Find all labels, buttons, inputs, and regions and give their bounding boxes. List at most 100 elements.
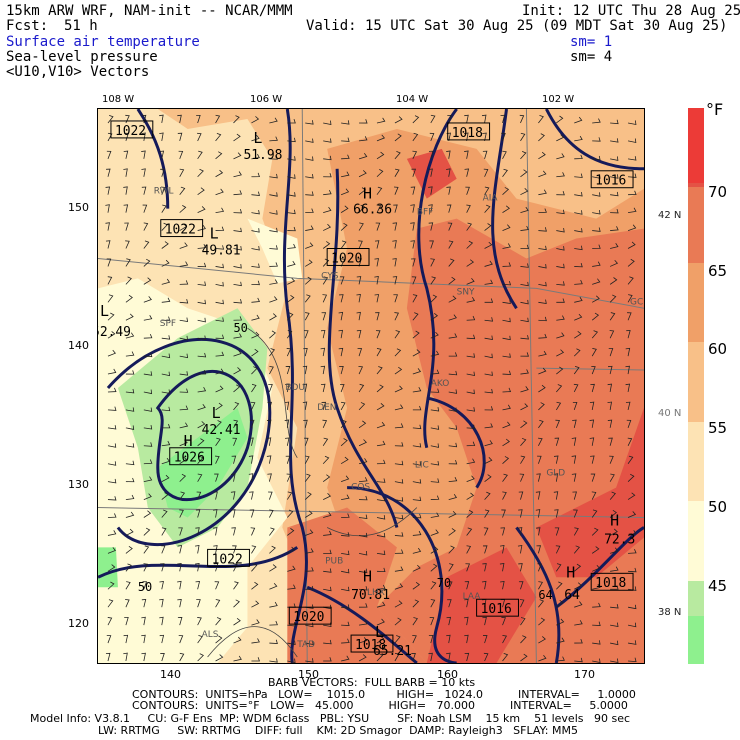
wind-barb — [430, 478, 440, 483]
wind-barb — [448, 493, 458, 500]
wind-barb — [394, 168, 400, 177]
wind-barb — [269, 545, 276, 554]
wind-barb — [161, 389, 171, 394]
wind-barb — [572, 401, 578, 411]
wind-barb — [161, 259, 170, 267]
svg-text:1022: 1022 — [115, 124, 146, 139]
wind-barb — [339, 294, 344, 303]
wind-barb — [251, 657, 260, 662]
wind-barb — [484, 388, 493, 394]
wind-barb — [143, 476, 153, 483]
wind-barb — [323, 639, 332, 645]
wind-barb — [610, 226, 619, 231]
wind-barb — [553, 455, 559, 464]
wind-barb — [555, 563, 562, 572]
wind-barb — [107, 478, 117, 484]
wind-barb — [143, 510, 152, 518]
wind-barb — [197, 150, 203, 160]
wind-barb — [287, 137, 296, 143]
wind-barb — [322, 437, 329, 446]
wind-barb — [232, 437, 238, 446]
wind-barb — [430, 388, 440, 393]
wind-barb — [266, 419, 272, 428]
wind-barb — [105, 204, 110, 213]
wind-barb — [197, 317, 206, 323]
wind-barb — [304, 437, 309, 446]
wind-barb — [573, 383, 579, 393]
wind-barb — [484, 406, 494, 411]
wind-barb — [214, 473, 219, 482]
wind-barb — [538, 316, 547, 322]
isotherm-labels: 50 50 70 64 — [138, 321, 553, 602]
svg-text:1018: 1018 — [595, 576, 626, 591]
wind-barb — [610, 658, 619, 663]
init-time: Init: 12 UTC Thu 28 Aug 25 — [522, 3, 740, 19]
wind-barb — [233, 152, 242, 160]
wind-barb — [323, 120, 332, 126]
wind-barb — [197, 168, 204, 178]
wind-barb — [412, 405, 422, 411]
wind-barb — [466, 204, 471, 213]
wind-barb — [251, 638, 260, 644]
wind-barb — [464, 132, 469, 141]
wind-barb — [484, 509, 490, 518]
wind-barb — [233, 333, 242, 339]
wind-barb — [466, 222, 472, 231]
wind-barb — [573, 545, 580, 554]
wind-barb — [358, 240, 363, 249]
wind-barb — [430, 512, 440, 518]
wind-barb — [466, 424, 476, 429]
wind-barb — [574, 173, 583, 178]
colorbar-segment — [688, 108, 704, 184]
wind-barb — [320, 347, 326, 357]
wind-barb — [356, 329, 362, 339]
model-title: 15km ARW WRF, NAM-init -- NCAR/MMM — [6, 3, 293, 19]
wind-barb — [430, 276, 437, 285]
wind-barb — [215, 334, 225, 339]
wind-barb — [305, 242, 314, 249]
wind-barb — [106, 635, 112, 644]
wind-barb — [233, 563, 238, 572]
wind-barb — [268, 491, 273, 500]
wind-barb — [466, 389, 475, 395]
wind-barb — [143, 296, 152, 303]
wind-barb — [502, 421, 511, 429]
wind-barb — [197, 653, 204, 662]
wind-barb — [125, 313, 134, 321]
wind-barb — [590, 455, 595, 464]
wind-barb — [519, 599, 525, 608]
wind-barb — [177, 580, 182, 590]
wind-barb — [305, 658, 314, 663]
pressure-label-box: 1026 — [169, 447, 213, 466]
wind-barb — [161, 316, 171, 321]
x-tick-label: 150 — [298, 668, 319, 681]
wind-barb — [374, 276, 379, 285]
svg-text:1022: 1022 — [212, 552, 243, 567]
wind-barb — [538, 245, 547, 251]
wind-barb — [356, 293, 361, 303]
wind-barb — [267, 401, 272, 411]
wind-barb — [589, 419, 595, 428]
wind-barb — [609, 277, 618, 285]
wind-barb — [376, 567, 386, 573]
wind-barb — [376, 459, 386, 465]
wind-barb — [392, 276, 398, 285]
wind-barb — [195, 562, 200, 572]
wind-barb — [159, 581, 164, 590]
wind-barb — [592, 658, 601, 663]
wind-barb — [197, 262, 207, 268]
wind-barb — [482, 635, 488, 644]
wind-barb — [358, 514, 368, 519]
wind-barb — [574, 620, 583, 626]
wind-barb — [160, 563, 165, 572]
wind-barb — [249, 419, 255, 428]
wind-barb — [215, 402, 223, 411]
wind-barb — [376, 496, 386, 502]
svg-text:H: H — [566, 563, 575, 581]
wind-barbs — [105, 114, 637, 663]
station-label: LAA — [463, 592, 482, 602]
wind-barb — [143, 442, 153, 447]
wind-barb — [555, 401, 562, 411]
wind-barb — [592, 118, 601, 124]
wind-barb — [376, 384, 384, 393]
